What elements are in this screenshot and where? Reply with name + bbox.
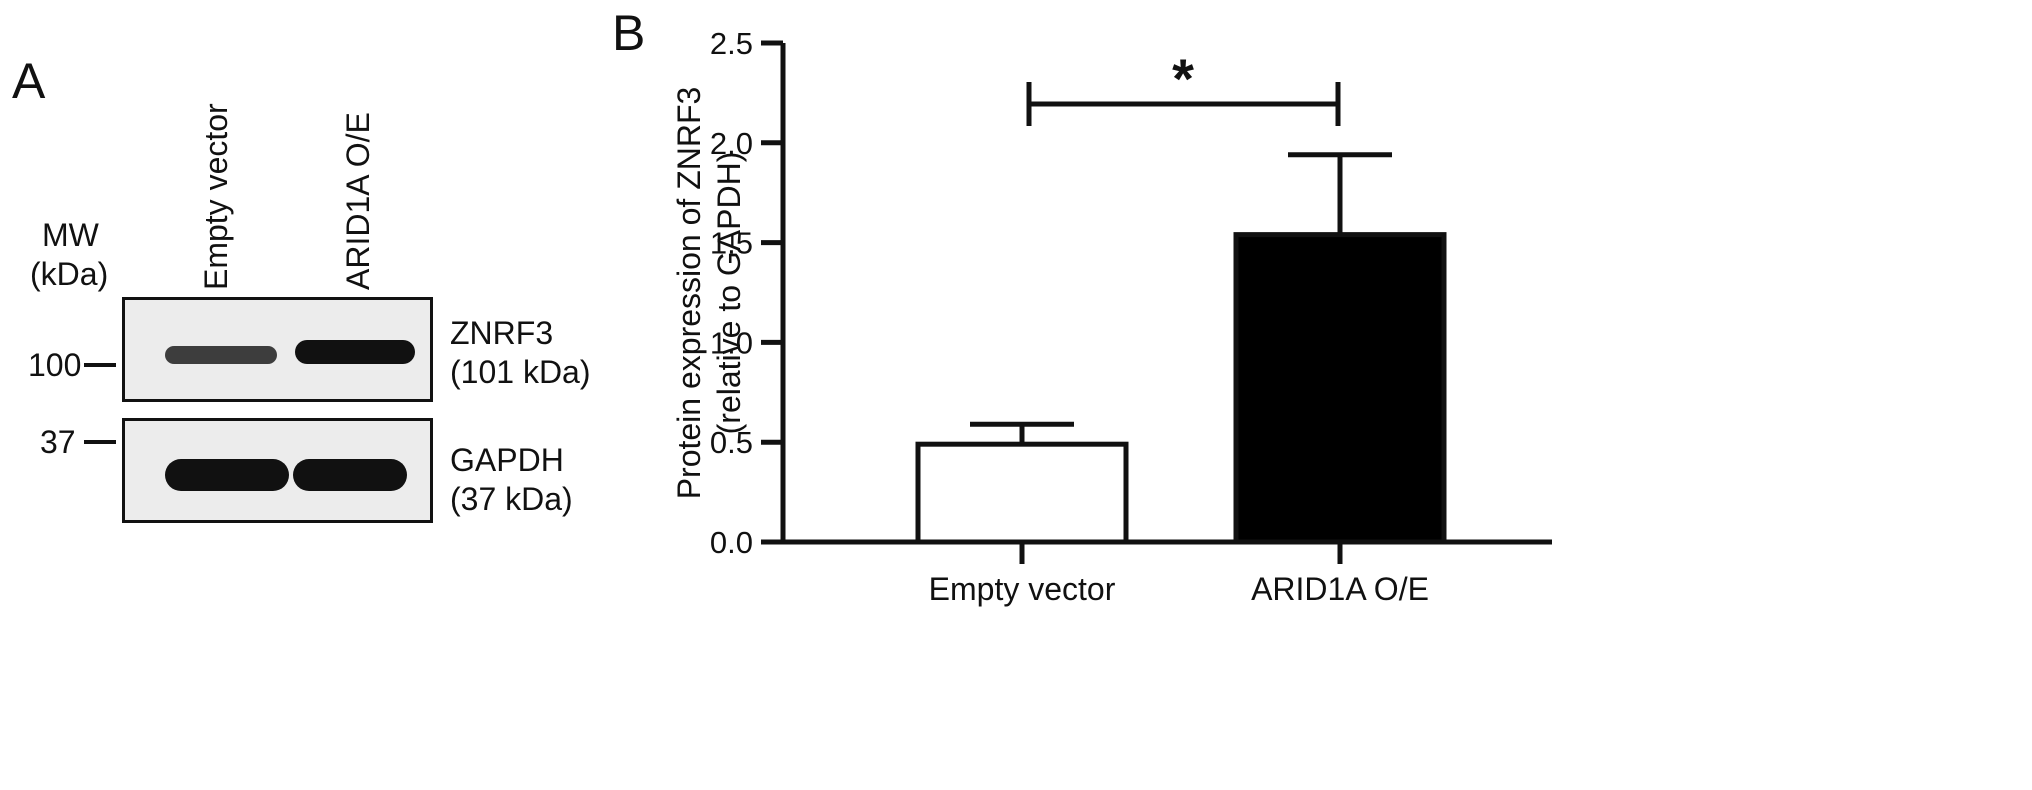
marker-37-label: 37: [40, 424, 76, 460]
x-category-label: ARID1A O/E: [1251, 571, 1429, 607]
y-tick-label: 1.5: [710, 226, 753, 261]
marker-100-tick: [84, 363, 116, 367]
gapdh-label-line2: (37 kDa): [450, 481, 573, 517]
y-tick-label: 2.5: [710, 26, 753, 61]
y-axis-label-line2: (relative to GAPDH): [711, 152, 747, 435]
bar-empty-vector: [915, 441, 1129, 545]
znrf3-label-line1: ZNRF3: [450, 315, 554, 351]
y-tick-label: 2.0: [710, 126, 753, 161]
gapdh-blot: [122, 418, 433, 523]
znrf3-blot: [122, 297, 433, 402]
mw-label-line2: (kDa): [30, 256, 109, 292]
y-axis-label-line1: Protein expression of ZNRF3: [671, 87, 707, 500]
marker-37-tick: [84, 440, 116, 444]
gapdh-band-arid1a-oe: [293, 459, 407, 491]
panel-b-letter: B: [612, 5, 646, 61]
x-categories: Empty vector ARID1A O/E: [929, 542, 1429, 607]
bars: [915, 152, 1447, 545]
significance-bracket: *: [1026, 47, 1341, 126]
y-tick-label: 0.5: [710, 425, 753, 460]
mw-label-line1: MW: [42, 217, 99, 253]
znrf3-band-empty-vector: [165, 346, 277, 364]
znrf3-band-arid1a-oe: [295, 340, 415, 364]
panel-a-letter: A: [12, 53, 46, 109]
bar-arid1a-oe: [1233, 232, 1447, 545]
x-category-label: Empty vector: [929, 571, 1116, 607]
y-tick-label: 1.0: [710, 325, 753, 360]
gapdh-label-line1: GAPDH: [450, 442, 564, 478]
significance-star: *: [1172, 47, 1194, 110]
znrf3-label-line2: (101 kDa): [450, 354, 591, 390]
gapdh-band-empty-vector: [165, 459, 289, 491]
marker-100-label: 100: [28, 347, 82, 383]
y-tick-label: 0.0: [710, 525, 753, 560]
y-ticks: 0.0 0.5 1.0 1.5 2.0 2.5: [710, 26, 783, 560]
